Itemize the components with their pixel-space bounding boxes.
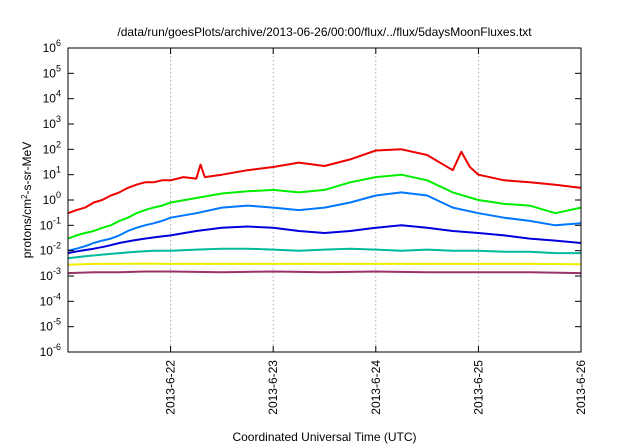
- y-tick-label: 10-3: [40, 266, 61, 283]
- y-tick-exp: 2: [56, 139, 61, 149]
- y-tick-label: 100: [43, 190, 61, 207]
- y-tick-base: 10: [40, 294, 54, 308]
- y-axis-label-suffix: -s-sr-MeV: [20, 142, 34, 195]
- axis-ticks: [68, 47, 582, 353]
- y-tick-label: 10-1: [40, 215, 61, 232]
- y-axis-label: protons/cm2-s-sr-MeV: [20, 142, 35, 258]
- series-line-6: [67, 262, 582, 266]
- y-axis-label-prefix: protons/cm: [20, 199, 34, 258]
- y-tick-label: 10-6: [40, 342, 61, 359]
- y-tick-exp: -4: [53, 291, 61, 301]
- y-tick-base: 10: [40, 320, 54, 334]
- y-tick-label: 101: [43, 165, 61, 182]
- series-line-3: [67, 191, 582, 252]
- x-tick-label: 2013-6-23: [266, 360, 280, 415]
- y-tick-label: 106: [43, 38, 61, 55]
- y-tick-base: 10: [40, 218, 54, 232]
- y-tick-exp: -5: [53, 317, 61, 327]
- y-tick-exp: -2: [53, 241, 61, 251]
- x-tick-label: 2013-6-24: [369, 360, 383, 415]
- y-tick-base: 10: [43, 66, 57, 80]
- y-tick-base: 10: [43, 168, 57, 182]
- y-tick-exp: -6: [53, 342, 61, 352]
- grid-lines: [170, 48, 582, 352]
- x-tick-labels: 2013-6-22 2013-6-23 2013-6-24 2013-6-25 2013…: [164, 360, 588, 415]
- series-line-4: [67, 224, 582, 255]
- y-tick-base: 10: [40, 345, 54, 359]
- series-line-1: [67, 148, 582, 215]
- y-tick-label: 10-5: [40, 317, 61, 334]
- y-tick-label: 104: [43, 89, 61, 106]
- y-axis-label-sup: 2: [20, 194, 29, 199]
- y-tick-exp: 3: [56, 114, 61, 124]
- y-tick-label: 102: [43, 139, 61, 156]
- x-tick-label: 2013-6-26: [574, 360, 588, 415]
- y-tick-label: 103: [43, 114, 61, 131]
- y-tick-exp: 5: [56, 63, 61, 73]
- y-tick-exp: 6: [56, 38, 61, 48]
- plot-frame: [67, 47, 582, 353]
- y-tick-label: 10-2: [40, 241, 61, 258]
- y-tick-exp: -3: [53, 266, 61, 276]
- y-tick-base: 10: [43, 117, 57, 131]
- chart-title: /data/run/goesPlots/archive/2013-06-26/0…: [117, 25, 532, 39]
- y-tick-base: 10: [43, 41, 57, 55]
- y-tick-base: 10: [43, 92, 57, 106]
- series-line-5: [67, 247, 581, 260]
- series-line-2: [67, 173, 582, 240]
- y-tick-base: 10: [40, 244, 54, 258]
- x-tick-label: 2013-6-25: [471, 360, 485, 415]
- y-tick-base: 10: [40, 269, 54, 283]
- y-tick-label: 105: [43, 63, 61, 80]
- data-series: [67, 148, 582, 275]
- x-tick-label: 2013-6-22: [164, 360, 178, 415]
- y-tick-exp: 0: [56, 190, 61, 200]
- y-tick-label: 10-4: [40, 291, 61, 308]
- series-line-7: [67, 270, 582, 275]
- y-tick-exp: 4: [56, 89, 61, 99]
- y-tick-exp: -1: [53, 215, 61, 225]
- y-tick-labels: 10-610-510-410-310-210-11001011021031041…: [40, 38, 61, 359]
- y-tick-base: 10: [43, 193, 57, 207]
- x-axis-label: Coordinated Universal Time (UTC): [232, 430, 416, 444]
- y-tick-exp: 1: [56, 165, 61, 175]
- y-tick-base: 10: [43, 142, 57, 156]
